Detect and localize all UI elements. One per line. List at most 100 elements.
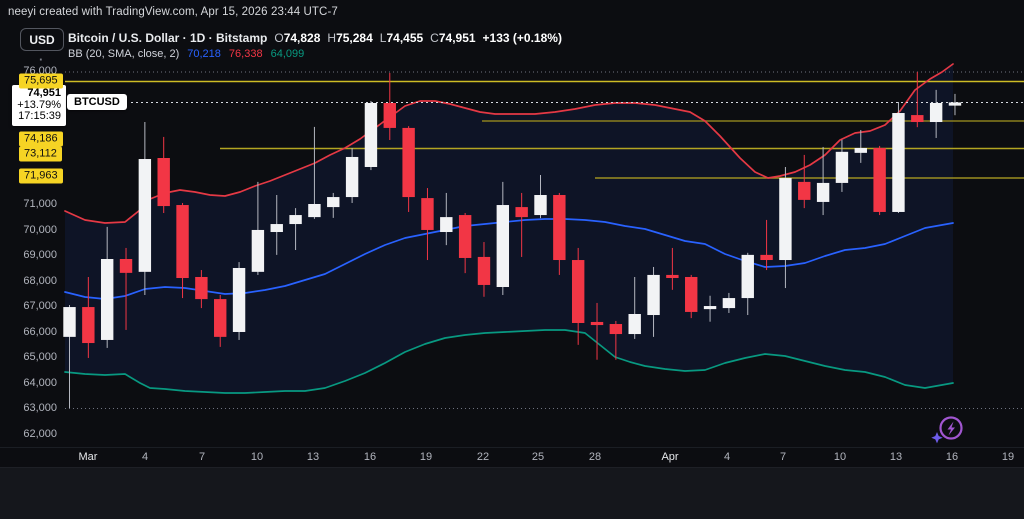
price-tick-label: 63,000: [23, 402, 57, 414]
price-tick-label: 71,000: [23, 198, 57, 210]
candle: [647, 266, 660, 337]
time-tick-label: 19: [419, 451, 433, 463]
candle: [854, 129, 867, 163]
indicator-value: 76,338: [228, 47, 263, 60]
candle: [119, 247, 133, 330]
time-tick-label: 28: [588, 451, 602, 463]
symbol-tag[interactable]: BTCUSD: [67, 94, 127, 110]
candle: [458, 212, 472, 274]
candle: [628, 276, 641, 339]
price-tick-label: 66,000: [23, 326, 57, 338]
price-tick-label: 62,000: [23, 428, 57, 440]
time-tick-label: 13: [889, 451, 903, 463]
ohlc-letter: O: [274, 31, 284, 45]
price-tick-label: 67,000: [23, 300, 57, 312]
time-tick-label: 4: [141, 451, 149, 463]
sparkle-icon: [931, 432, 943, 444]
candle: [609, 320, 623, 360]
candle: [289, 208, 302, 251]
candle: [515, 192, 528, 257]
ohlc-letter: C: [430, 31, 439, 45]
candle: [195, 270, 208, 309]
candle: [82, 276, 95, 358]
candle: [798, 154, 811, 209]
candle: [666, 247, 679, 290]
candle: [364, 100, 378, 171]
candle: [176, 202, 189, 299]
candle: [685, 274, 698, 319]
candle: [911, 71, 924, 128]
bollinger-lower-line: [64, 329, 954, 394]
candle: [741, 252, 754, 316]
candle: [345, 147, 359, 203]
price-tick-label: 70,000: [23, 224, 57, 236]
indicator-values: 70,218 76,338 64,099: [179, 48, 304, 60]
candle: [534, 174, 547, 219]
bar-countdown: 17:15:39: [18, 110, 61, 122]
price-tick-label: 65,000: [23, 351, 57, 363]
price-tick-label: 69,000: [23, 249, 57, 261]
ohlc-value: 74,828: [283, 31, 321, 45]
candle: [760, 219, 773, 271]
candle: [590, 302, 604, 360]
candle: [63, 305, 76, 409]
candle: [421, 188, 434, 261]
footer-bar: TradingView: [0, 467, 1024, 519]
time-tick-label: 7: [779, 451, 787, 463]
time-tick-label: 22: [476, 451, 490, 463]
time-tick-label: 13: [306, 451, 320, 463]
lightning-circle-icon: [939, 416, 963, 440]
currency-toggle-button[interactable]: USD: [20, 28, 64, 51]
ohlc-value: 74,951: [438, 31, 476, 45]
time-tick-label: 19: [1001, 451, 1015, 463]
price-level-label: 75,695: [19, 73, 63, 89]
price-level-label: 71,963: [19, 168, 63, 184]
price-axis[interactable]: 74,951 +13.79% 17:15:39 76,000 71,000 70,0…: [0, 0, 66, 447]
candle: [477, 242, 491, 297]
time-tick-label: 7: [198, 451, 206, 463]
ohlc-letter: L: [379, 31, 387, 45]
ohlc-letter: H: [327, 31, 337, 45]
time-tick-label: 25: [531, 451, 545, 463]
time-tick-label: Apr: [661, 451, 679, 463]
candle: [892, 101, 905, 213]
candle: [327, 192, 340, 218]
ohlc-value: 74,455: [386, 31, 424, 45]
indicator-legend-row: BB (20, SMA, close, 2) 70,218 76,338 64,099: [68, 48, 304, 60]
indicator-value: 64,099: [270, 47, 305, 60]
price-level-label: 74,186: [19, 131, 63, 147]
indicator-name[interactable]: BB (20, SMA, close, 2): [68, 47, 180, 60]
candle: [571, 247, 585, 345]
candle: [722, 292, 736, 313]
candle: [779, 166, 792, 289]
change-percent: +13.79%: [17, 98, 61, 111]
current-price-box: 74,951 +13.79% 17:15:39: [12, 85, 66, 126]
time-tick-label: 10: [250, 451, 264, 463]
symbol-title[interactable]: Bitcoin / U.S. Dollar · 1D · Bitstamp: [68, 31, 268, 45]
price-tick-label: 68,000: [23, 275, 57, 287]
candle: [214, 294, 227, 347]
candle: [251, 181, 265, 275]
bollinger-upper-line: [64, 63, 954, 224]
price-level-label: 73,112: [19, 146, 62, 162]
candle: [138, 122, 152, 295]
candle: [440, 192, 453, 246]
watermark-text: neeyi created with TradingView.com, Apr …: [8, 6, 338, 18]
candle: [703, 295, 717, 322]
candle: [816, 146, 830, 216]
current-price: 74,951: [27, 87, 61, 99]
time-axis[interactable]: Mar 4 7 10 13 16 19 22 25 28 Apr 4 7 10 13 16 19: [0, 447, 1024, 468]
time-tick-label: 16: [363, 451, 377, 463]
candle: [496, 181, 510, 295]
candle: [383, 72, 396, 141]
candle: [270, 195, 283, 255]
legend-more-dot[interactable]: ·: [39, 52, 44, 67]
indicator-value: 70,218: [187, 47, 221, 60]
ohlc-value: 75,284: [336, 31, 373, 45]
time-tick-label: 16: [945, 451, 959, 463]
lightning-button[interactable]: [925, 406, 975, 450]
candle: [948, 93, 962, 116]
candle: [402, 126, 415, 212]
